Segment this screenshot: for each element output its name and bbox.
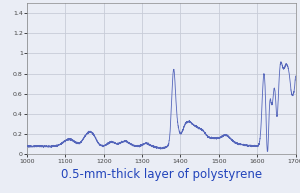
X-axis label: 0.5-mm-thick layer of polystyrene: 0.5-mm-thick layer of polystyrene (61, 168, 262, 181)
